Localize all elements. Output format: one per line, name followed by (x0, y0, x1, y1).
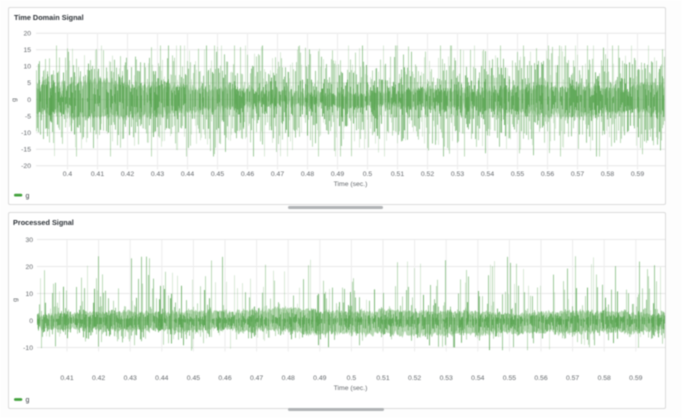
svg-text:0.47: 0.47 (250, 375, 263, 382)
svg-text:30: 30 (25, 237, 33, 244)
svg-text:0.53: 0.53 (440, 375, 453, 382)
svg-text:0.46: 0.46 (241, 171, 254, 178)
svg-text:0.58: 0.58 (601, 171, 614, 178)
svg-text:0.57: 0.57 (571, 171, 584, 178)
svg-text:0.56: 0.56 (534, 375, 547, 382)
svg-text:Time Domain Signal: Time Domain Signal (14, 13, 84, 22)
svg-text:-20: -20 (21, 163, 31, 170)
svg-text:-5: -5 (25, 113, 31, 120)
svg-text:Processed Signal: Processed Signal (13, 218, 74, 227)
svg-text:0.5: 0.5 (347, 375, 357, 382)
svg-text:0.44: 0.44 (155, 375, 168, 382)
svg-text:20: 20 (23, 31, 31, 38)
svg-text:0.55: 0.55 (511, 171, 524, 178)
svg-text:10: 10 (25, 291, 33, 298)
svg-text:-10: -10 (21, 130, 31, 137)
svg-text:0.5: 0.5 (363, 171, 373, 178)
svg-text:0.57: 0.57 (566, 375, 579, 382)
svg-text:0.49: 0.49 (313, 375, 326, 382)
svg-text:0.59: 0.59 (631, 171, 644, 178)
svg-text:0.54: 0.54 (471, 375, 484, 382)
svg-text:0.52: 0.52 (408, 375, 421, 382)
svg-text:0.44: 0.44 (181, 171, 194, 178)
svg-text:10: 10 (23, 64, 31, 71)
svg-text:0.56: 0.56 (541, 171, 554, 178)
svg-text:g: g (12, 298, 19, 302)
svg-text:20: 20 (25, 264, 33, 271)
svg-text:5: 5 (27, 80, 31, 87)
svg-text:0.49: 0.49 (331, 171, 344, 178)
svg-text:0.51: 0.51 (376, 375, 389, 382)
svg-text:0: 0 (29, 318, 33, 325)
svg-text:-10: -10 (23, 345, 33, 352)
svg-text:Time (sec.): Time (sec.) (334, 181, 368, 188)
svg-text:0.48: 0.48 (282, 375, 295, 382)
svg-text:0.55: 0.55 (503, 375, 516, 382)
svg-text:g: g (26, 397, 30, 404)
svg-text:0.43: 0.43 (151, 171, 164, 178)
svg-text:0.58: 0.58 (598, 375, 611, 382)
svg-text:0.42: 0.42 (121, 171, 134, 178)
svg-text:0.4: 0.4 (63, 171, 73, 178)
svg-text:0.54: 0.54 (481, 171, 494, 178)
svg-text:0.41: 0.41 (91, 171, 104, 178)
svg-text:0.45: 0.45 (211, 171, 224, 178)
svg-text:0.45: 0.45 (187, 375, 200, 382)
svg-text:0.41: 0.41 (60, 375, 73, 382)
svg-text:g: g (11, 98, 18, 102)
svg-text:-15: -15 (21, 147, 31, 154)
svg-text:0.59: 0.59 (629, 375, 642, 382)
svg-text:0.48: 0.48 (301, 171, 314, 178)
svg-text:15: 15 (23, 47, 31, 54)
svg-text:0.43: 0.43 (124, 375, 137, 382)
svg-text:0.51: 0.51 (391, 171, 404, 178)
svg-text:Time (sec.): Time (sec.) (334, 385, 368, 392)
svg-text:0: 0 (27, 97, 31, 104)
svg-text:0.42: 0.42 (92, 375, 105, 382)
svg-text:0.53: 0.53 (451, 171, 464, 178)
svg-text:0.47: 0.47 (271, 171, 284, 178)
svg-text:0.52: 0.52 (421, 171, 434, 178)
svg-text:0.46: 0.46 (218, 375, 231, 382)
svg-text:g: g (26, 193, 30, 200)
